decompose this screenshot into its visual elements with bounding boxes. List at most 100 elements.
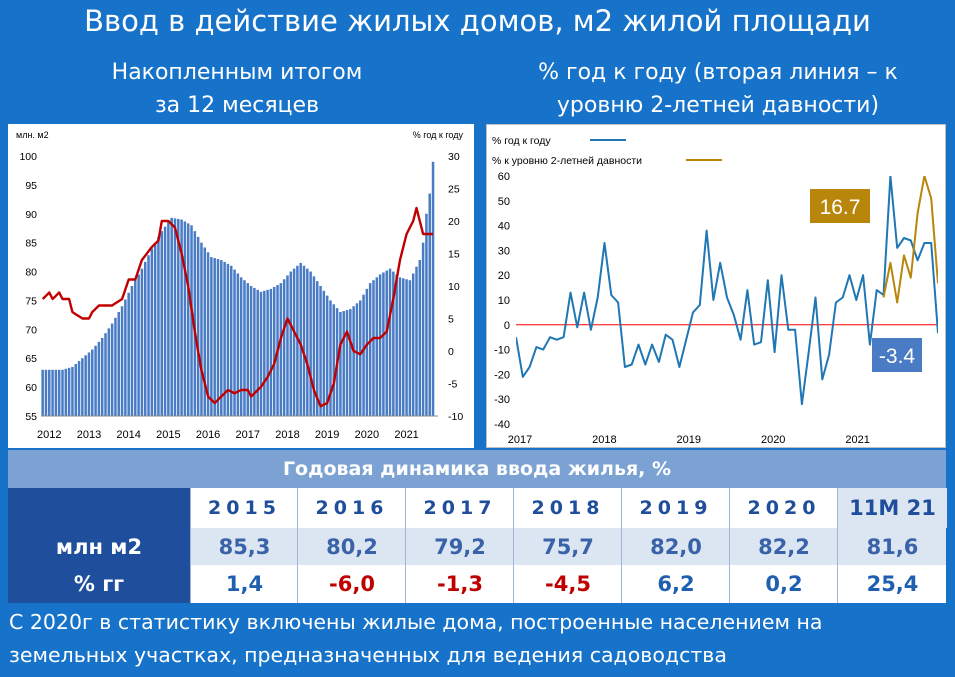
bar [425,213,428,416]
right-subtitle-line2: уровню 2-летней давности) [556,93,880,118]
bar [190,225,193,416]
bar [91,349,94,416]
bar [229,265,233,416]
callout-yoy-box [872,338,922,372]
bar [256,289,259,416]
bar [64,368,68,416]
pct-cell: 1,4 [190,565,298,603]
bar [143,261,147,416]
y-tick-label: 40 [498,221,510,233]
yoy-line [41,206,433,408]
x-tick-label: 2013 [77,429,101,441]
bar [41,369,44,416]
y-tick-label: 60 [498,171,510,183]
bar [402,278,405,416]
x-tick-label: 2020 [355,429,379,441]
bar [263,290,266,416]
bar [71,366,74,416]
bar [309,271,312,416]
bar [67,367,71,416]
left-subtitle-line1: Накопленным итогом [111,60,363,85]
y-tick-label: 30 [498,245,510,257]
bar [236,273,240,416]
bar [358,300,362,416]
bar [415,266,418,416]
bar [342,311,345,416]
bar [127,292,130,416]
bar [220,260,223,416]
bar [77,361,81,416]
bar [352,306,355,416]
bar [279,283,283,416]
x-tick-label: 2017 [236,429,260,441]
mln-cell: 75,7 [513,528,622,565]
bar [203,247,207,416]
bar [61,369,64,416]
y-tick-label: -30 [494,394,510,406]
legend-label-2y: % к уровню 2-летней давности [492,155,642,167]
bar [153,242,157,416]
two-year-line [882,176,938,304]
y-tick-label: 60 [25,382,37,394]
bar [94,345,97,416]
bar [84,355,87,416]
bar [292,268,296,416]
bar [385,270,388,416]
bar [421,242,425,416]
bar [150,248,154,416]
plot-frame [486,124,946,448]
bar [375,277,379,416]
mln-cell: 85,3 [190,528,298,565]
bar [210,257,213,416]
bar [299,262,302,416]
bar [286,275,289,416]
bar [183,221,187,416]
bar [246,283,250,416]
bar [167,222,170,416]
left-subtitle-line2: за 12 месяцев [154,93,320,118]
bar [110,323,114,416]
table-header: Годовая динамика ввода жилья, % [282,458,672,480]
bar [411,273,415,416]
bar [48,369,51,416]
bar [81,358,84,416]
bar [54,369,58,416]
x-tick-label: 2021 [845,434,869,446]
year-cell: 2020 [729,488,838,528]
y-tick-label: 80 [25,267,37,279]
pct-cell: 0,2 [729,565,838,603]
y-tick-label: -10 [494,345,510,357]
left-chart: млн. м2% год к году556065707580859095100… [16,130,463,441]
y-tick-label: 55 [25,411,37,423]
annual-dynamics-table: Годовая динамика ввода жилья, % 2015 201… [8,450,947,603]
bar [378,274,382,416]
bar [216,259,220,416]
bar [428,193,431,416]
y2-tick-label: 25 [448,184,460,196]
bar [120,306,124,416]
year-cell: 2018 [513,488,622,528]
y2-tick-label: 0 [448,346,454,358]
y2-tick-label: -5 [448,379,457,391]
y-tick-label: 70 [25,324,37,336]
table-year-row: 2015 2016 2017 2018 2019 2020 11М 21 [8,488,947,528]
page-title: Ввод в действие жилых домов, м2 жилой пл… [84,4,871,38]
y-tick-label: 100 [19,151,37,163]
y-tick-label: 95 [25,180,37,192]
bar [431,161,435,416]
bar [306,268,309,416]
bar [362,294,365,416]
bar [104,333,107,416]
last-period-cell: 11М 21 [837,488,947,528]
y-tick-label: 0 [504,320,510,332]
pct-cell: -1,3 [405,565,514,603]
bar [157,236,160,416]
bar [233,269,236,416]
y-tick-label: 20 [498,270,510,282]
footnote-line2: земельных участках, предназначенных для … [9,643,727,667]
bar [177,218,180,416]
bar [200,242,203,416]
bar [57,369,61,416]
bar [147,255,150,416]
bar [296,265,299,416]
